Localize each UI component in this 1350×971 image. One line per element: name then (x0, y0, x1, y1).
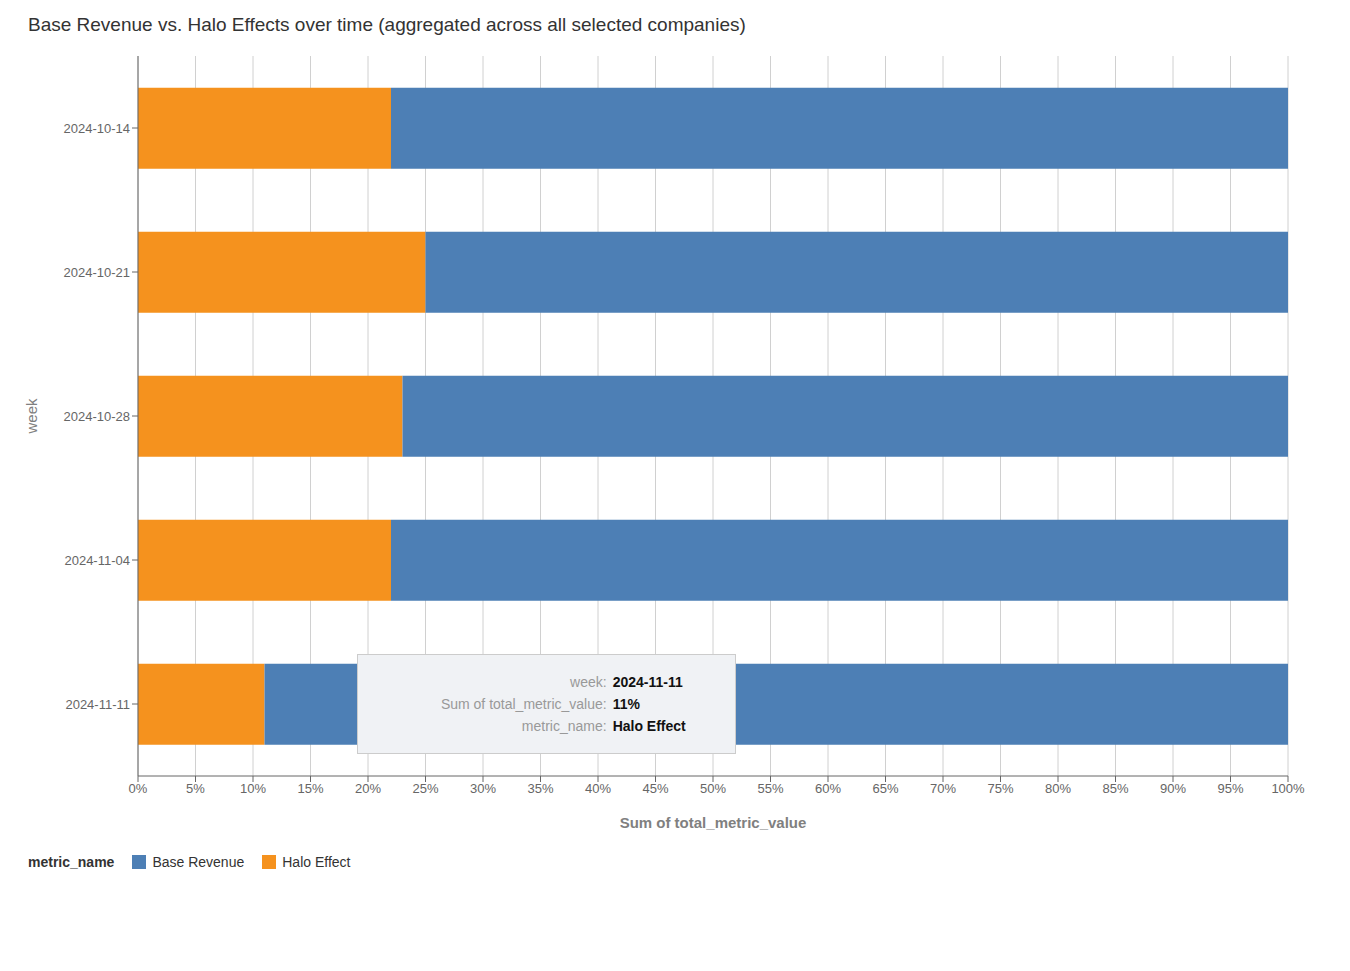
html-text:Halo Effect: Halo Effect (282, 854, 351, 870)
svg-text:60%: 60% (815, 781, 841, 796)
svg-text:0%: 0% (129, 781, 148, 796)
svg-text:80%: 80% (1045, 781, 1071, 796)
html-text:metric_name: metric_name (28, 854, 115, 870)
svg-text:30%: 30% (470, 781, 496, 796)
svg-text:2024-10-28: 2024-10-28 (64, 409, 131, 424)
svg-text:2024-10-21: 2024-10-21 (64, 265, 131, 280)
svg-text:week: week (23, 398, 40, 435)
html-text:Sum of total_metric_value: 11%: Sum of total_metric_value: 11% (440, 696, 640, 712)
svg-text:75%: 75% (987, 781, 1013, 796)
svg-text:2024-11-11: 2024-11-11 (65, 697, 130, 712)
svg-text:2024-11-04: 2024-11-04 (64, 553, 130, 568)
html-text:Base Revenue vs. Halo Effects: Base Revenue vs. Halo Effects over time … (28, 14, 746, 35)
svg-text:70%: 70% (930, 781, 956, 796)
svg-text:100%: 100% (1271, 781, 1305, 796)
svg-text:95%: 95% (1217, 781, 1243, 796)
svg-text:35%: 35% (527, 781, 553, 796)
svg-text:85%: 85% (1102, 781, 1128, 796)
svg-text:50%: 50% (700, 781, 726, 796)
svg-text:2024-10-14: 2024-10-14 (64, 121, 131, 136)
svg-text:20%: 20% (355, 781, 381, 796)
html-text:metric_name: Halo Effect: metric_name: Halo Effect (521, 718, 686, 734)
svg-text:Sum of total_metric_value: Sum of total_metric_value (620, 814, 807, 831)
svg-text:25%: 25% (412, 781, 438, 796)
svg-text:55%: 55% (757, 781, 783, 796)
svg-text:40%: 40% (585, 781, 611, 796)
svg-text:10%: 10% (240, 781, 266, 796)
html-text:Base Revenue: Base Revenue (152, 854, 245, 870)
svg-text:15%: 15% (297, 781, 323, 796)
html-text:week: 2024-11-11: week: 2024-11-11 (570, 674, 683, 690)
svg-text:90%: 90% (1160, 781, 1186, 796)
svg-text:5%: 5% (186, 781, 205, 796)
svg-text:65%: 65% (872, 781, 898, 796)
svg-text:45%: 45% (642, 781, 668, 796)
